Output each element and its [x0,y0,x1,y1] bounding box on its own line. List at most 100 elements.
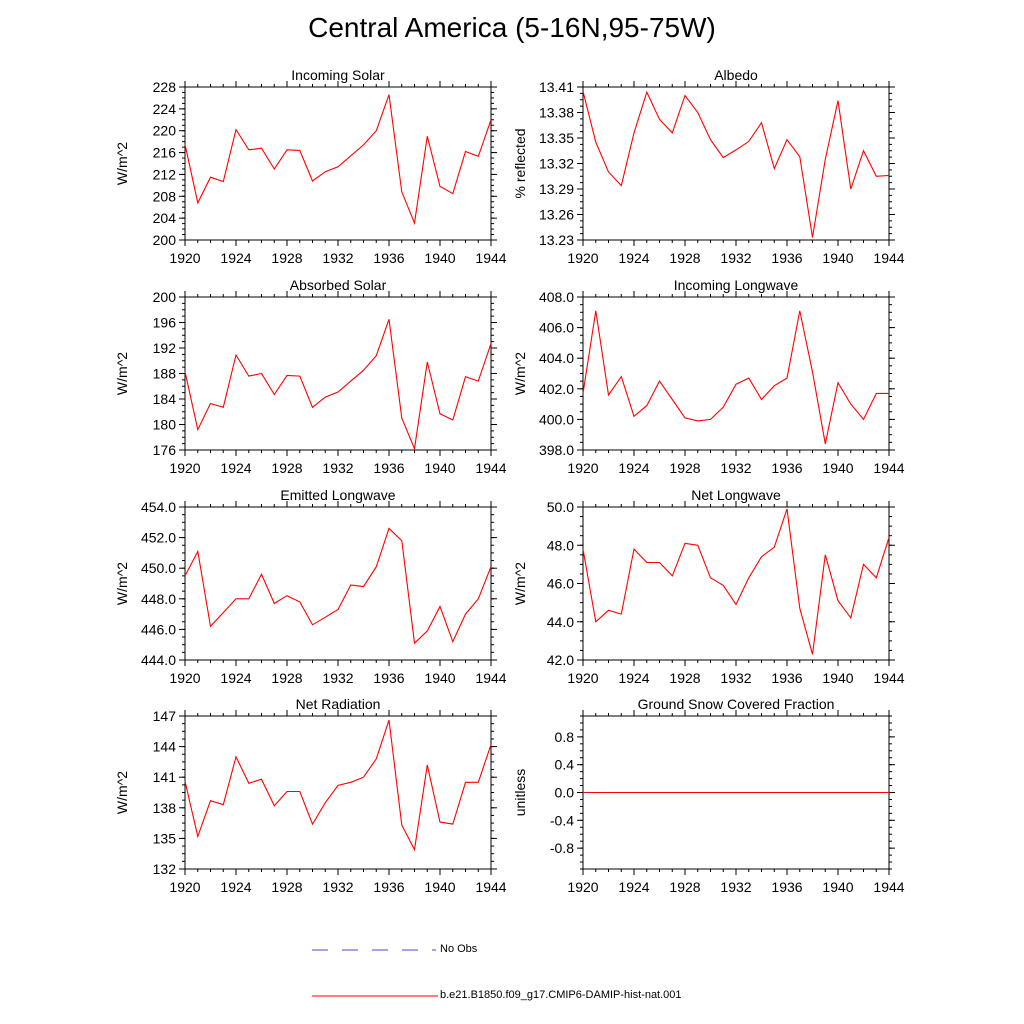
x-tick-label: 1936 [373,879,404,895]
x-tick-label: 1928 [271,460,302,476]
y-tick-label: 208 [153,188,177,204]
x-tick-label: 1944 [475,879,506,895]
x-tick-label: 1940 [424,460,455,476]
chart-panel-8: Ground Snow Covered Fraction unitless -0.8… [512,696,905,895]
y-tick-label: 212 [153,166,177,182]
x-tick-label: 1928 [669,460,700,476]
y-tick-label: 448.0 [141,591,176,607]
y-tick-label: 220 [153,123,177,139]
series-line [184,527,492,645]
y-tick-label: 42.0 [547,652,574,668]
y-tick-label: 13.29 [539,181,574,197]
figure-title: Central America (5-16N,95-75W) [308,12,716,43]
panel-title: Incoming Longwave [674,277,799,293]
panel-title: Incoming Solar [291,67,385,83]
y-tick-label: 184 [153,391,177,407]
series-line [582,508,890,655]
y-tick-label: 13.32 [539,156,574,172]
x-tick-label: 1944 [873,250,904,266]
y-tick-label: 402.0 [539,381,574,397]
x-tick-label: 1928 [669,670,700,686]
x-tick-label: 1940 [424,250,455,266]
x-tick-label: 1924 [618,670,649,686]
x-tick-label: 1936 [373,460,404,476]
x-tick-label: 1944 [873,460,904,476]
y-tick-label: 224 [153,101,177,117]
chart-panel-1: Incoming Solar W/m^2 200 204 208 212 216 220 224… [114,67,507,266]
y-tick-label: 50.0 [547,499,574,515]
series-line [184,94,492,226]
x-tick-label: 1924 [618,879,649,895]
series-line [582,310,889,445]
y-tick-label: 141 [153,769,177,785]
x-tick-label: 1924 [220,670,251,686]
y-tick-label: 0.4 [555,757,575,773]
panel-title: Albedo [714,67,758,83]
y-tick-label: 228 [153,79,177,95]
legend-obs-line [312,949,436,951]
y-tick-label: 216 [153,145,177,161]
x-tick-label: 1924 [220,460,251,476]
x-tick-label: 1928 [271,879,302,895]
x-tick-label: 1920 [567,250,598,266]
y-tick-label: 48.0 [547,537,574,553]
y-tick-label: 176 [153,442,177,458]
y-tick-label: -0.8 [550,840,574,856]
x-tick-label: 1936 [771,460,802,476]
x-tick-label: 1940 [424,879,455,895]
chart-panel-2: Albedo % reflected 13.23 13.26 13.29 13.32 13.… [512,67,905,266]
x-tick-label: 1920 [169,879,200,895]
chart-panel-4: Incoming Longwave W/m^2 398.0 400.0 402.0 404… [512,277,905,476]
y-tick-label: 406.0 [539,320,574,336]
y-tick-label: 13.38 [539,105,574,121]
y-tick-label: 452.0 [141,530,176,546]
series-line [582,90,890,238]
plot-frame [184,715,492,870]
y-tick-label: -0.4 [550,812,574,828]
x-tick-label: 1928 [271,250,302,266]
x-tick-label: 1924 [220,879,251,895]
y-tick-label: 135 [153,830,177,846]
plot-frame [184,506,492,661]
y-tick-label: 188 [153,366,177,382]
plot-frame [582,296,890,451]
panel-title: Net Longwave [691,487,781,503]
y-tick-label: 13.35 [539,130,574,146]
y-tick-label: 398.0 [539,442,574,458]
y-tick-label: 450.0 [141,560,176,576]
legend-model-label: b.e21.B1850.f09_g17.CMIP6-DAMIP-hist-nat… [440,989,682,1001]
x-tick-label: 1924 [220,250,251,266]
y-tick-label: 446.0 [141,621,176,637]
y-axis-label: W/m^2 [114,352,130,395]
x-tick-label: 1936 [771,670,802,686]
y-tick-label: 13.41 [539,79,574,95]
y-axis-label: % reflected [512,128,528,198]
plot-frame [184,86,492,241]
y-tick-label: 454.0 [141,499,176,515]
x-tick-label: 1920 [567,460,598,476]
x-tick-label: 1944 [873,670,904,686]
x-tick-label: 1932 [720,460,751,476]
y-axis-label: W/m^2 [114,142,130,185]
x-tick-label: 1924 [618,250,649,266]
x-tick-label: 1924 [618,460,649,476]
y-axis-label: W/m^2 [512,562,528,605]
plot-frame [582,506,890,661]
x-tick-label: 1936 [373,670,404,686]
x-tick-label: 1940 [424,670,455,686]
y-tick-label: 204 [153,210,177,226]
chart-panel-6: Net Longwave W/m^2 42.0 44.0 46.0 48.0 50.0 192… [512,487,905,686]
x-tick-label: 1928 [669,879,700,895]
y-axis-label: W/m^2 [114,562,130,605]
y-tick-label: 132 [153,861,177,877]
chart-panel-5: Emitted Longwave W/m^2 444.0 446.0 448.0 450.… [114,487,507,686]
x-tick-label: 1932 [720,879,751,895]
x-tick-label: 1944 [873,879,904,895]
x-tick-label: 1920 [567,670,598,686]
x-tick-label: 1932 [322,250,353,266]
plot-frame [184,296,492,451]
x-tick-label: 1932 [322,460,353,476]
panel-title: Net Radiation [296,696,381,712]
y-axis-label: unitless [512,769,528,816]
